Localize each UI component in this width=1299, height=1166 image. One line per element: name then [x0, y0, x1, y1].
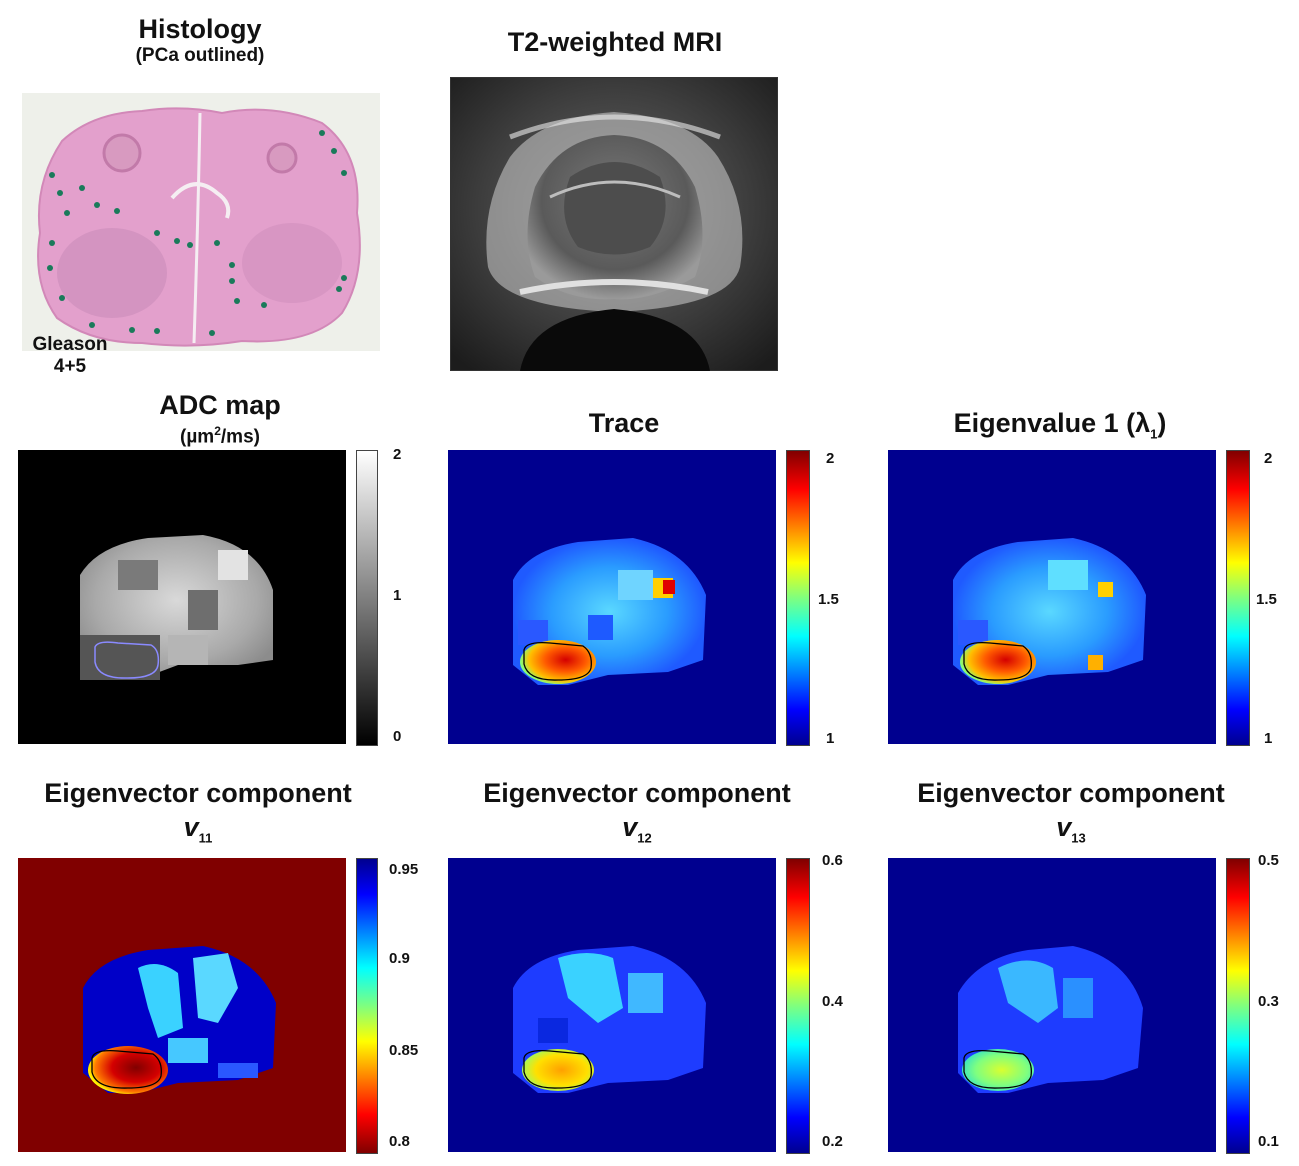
v11-map-image: [18, 858, 346, 1152]
trace-map-image: [448, 450, 776, 744]
trace-tick-bottom: 1: [826, 730, 835, 747]
eig1-tick-mid: 1.5: [1256, 591, 1277, 608]
eig1-tick-bottom: 1: [1264, 730, 1273, 747]
v11-tick-4: 0.8: [389, 1133, 410, 1150]
v12-tick-mid: 0.4: [822, 993, 843, 1010]
adc-map-image: [18, 450, 346, 744]
v11-symbol: v11: [183, 812, 213, 846]
v11-tick-1: 0.95: [389, 861, 419, 878]
v13-tick-mid: 0.3: [1258, 993, 1279, 1010]
v13-symbol: v13: [1056, 812, 1086, 846]
histology-image: [22, 93, 380, 351]
t2-mri-image: [450, 77, 778, 371]
v13-tick-top: 0.5: [1258, 852, 1279, 869]
t2-title: T2-weighted MRI: [507, 27, 723, 57]
v12-colorbar: [786, 858, 810, 1154]
eig1-tick-top: 2: [1264, 450, 1273, 467]
trace-tick-top: 2: [826, 450, 835, 467]
adc-tick-mid: 1: [393, 587, 402, 604]
adc-colorbar: [356, 450, 378, 746]
adc-tick-top: 2: [393, 446, 402, 463]
v12-symbol: v12: [622, 812, 652, 846]
v12-tick-bottom: 0.2: [822, 1133, 843, 1150]
histology-subtitle: (PCa outlined): [135, 45, 265, 66]
v12-title: Eigenvector component: [483, 778, 791, 808]
adc-title: ADC map: [159, 390, 281, 420]
gleason-label: Gleason 4+5: [32, 334, 108, 377]
v11-tick-2: 0.9: [389, 950, 410, 967]
v13-map-image: [888, 858, 1216, 1152]
v11-tick-3: 0.85: [389, 1042, 419, 1059]
trace-title: Trace: [588, 408, 660, 438]
v13-title: Eigenvector component: [917, 778, 1225, 808]
v12-map-image: [448, 858, 776, 1152]
v12-tick-top: 0.6: [822, 852, 843, 869]
v13-tick-bottom: 0.1: [1258, 1133, 1279, 1150]
eig1-map-image: [888, 450, 1216, 744]
trace-tick-mid: 1.5: [818, 591, 839, 608]
v11-colorbar: [356, 858, 378, 1154]
v13-colorbar: [1226, 858, 1250, 1154]
eig1-title: Eigenvalue 1 (λ1): [953, 408, 1167, 442]
v11-title: Eigenvector component: [44, 778, 352, 808]
histology-title: Histology: [138, 14, 262, 44]
adc-unit: (µm2/ms): [180, 424, 260, 448]
trace-colorbar: [786, 450, 810, 746]
adc-tick-bottom: 0: [393, 728, 402, 745]
eig1-colorbar: [1226, 450, 1250, 746]
